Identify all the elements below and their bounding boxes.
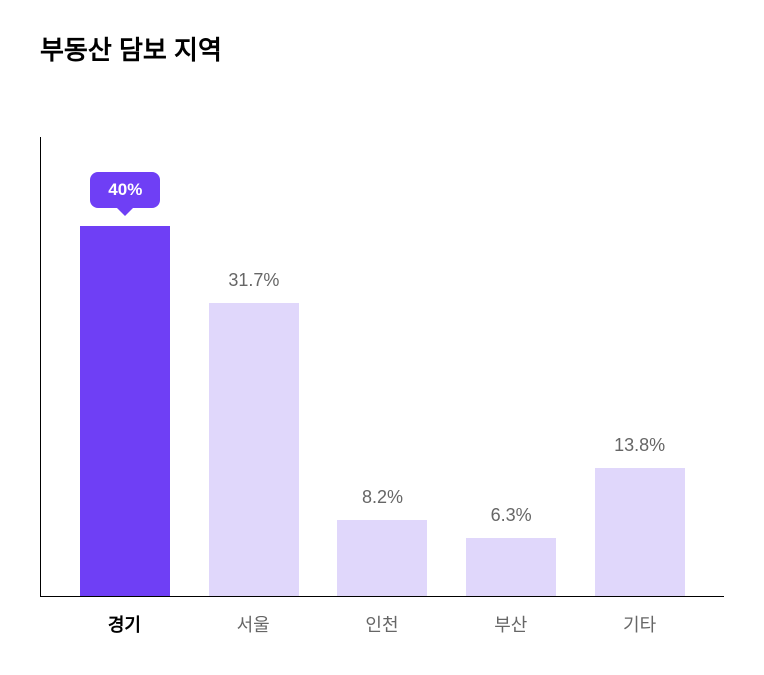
chart-plot-area: 40% 31.7% 8.2% 6.3% 13.8% <box>40 137 724 597</box>
bar-4 <box>595 468 685 596</box>
bar-2 <box>337 520 427 596</box>
value-label-4: 13.8% <box>614 435 665 456</box>
category-label-0: 경기 <box>74 611 174 637</box>
bar-0 <box>80 226 170 596</box>
chart-title: 부동산 담보 지역 <box>40 30 724 67</box>
bar-group-0: 40% <box>75 137 175 596</box>
bar-group-4: 13.8% <box>590 137 690 596</box>
bar-group-3: 6.3% <box>461 137 561 596</box>
value-label-3: 6.3% <box>491 505 532 526</box>
value-label-2: 8.2% <box>362 487 403 508</box>
value-badge-0: 40% <box>90 172 160 208</box>
value-label-1: 31.7% <box>228 270 279 291</box>
bar-group-2: 8.2% <box>332 137 432 596</box>
bar-group-1: 31.7% <box>204 137 304 596</box>
category-label-4: 기타 <box>590 611 690 637</box>
bars-wrapper: 40% 31.7% 8.2% 6.3% 13.8% <box>41 137 724 596</box>
category-label-2: 인천 <box>332 611 432 637</box>
bar-1 <box>209 303 299 596</box>
category-label-3: 부산 <box>461 611 561 637</box>
category-label-1: 서울 <box>203 611 303 637</box>
bar-3 <box>466 538 556 596</box>
category-labels: 경기 서울 인천 부산 기타 <box>40 597 724 637</box>
